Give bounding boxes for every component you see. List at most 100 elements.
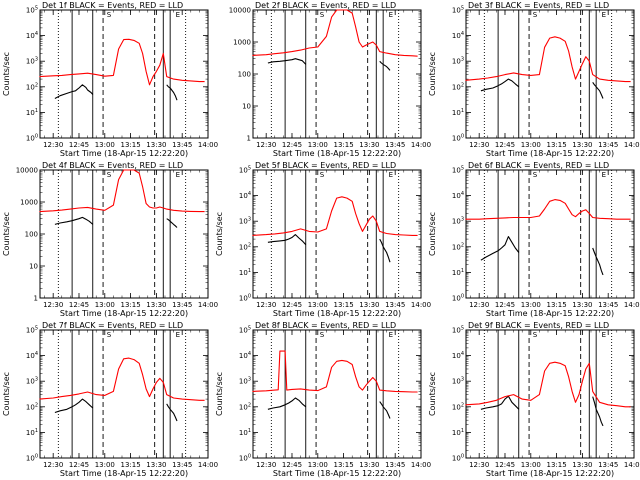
detector-chart: Det 5f BLACK = Events, RED = LLD Counts/s… xyxy=(215,161,431,318)
x-tick-label: 13:45 xyxy=(172,141,192,149)
x-tick-label: 12:30 xyxy=(256,141,276,149)
y-tick-label: 100 xyxy=(26,454,38,463)
x-tick-label: 13:15 xyxy=(547,141,567,149)
series-line xyxy=(465,199,631,220)
y-tick-label: 104 xyxy=(239,351,251,360)
series-line xyxy=(252,9,418,57)
y-tick-label: 101 xyxy=(452,108,464,117)
y-axis-label: Counts/sec xyxy=(428,212,437,256)
x-tick-label: 13:00 xyxy=(308,461,328,469)
x-tick-label: 12:45 xyxy=(282,141,302,149)
interval-marker-glyph: S xyxy=(320,11,325,19)
x-tick-label: 14:00 xyxy=(624,141,640,149)
series-line xyxy=(166,218,178,228)
x-tick-label: 13:15 xyxy=(334,301,354,309)
y-tick-label: 10000 xyxy=(16,167,38,175)
x-tick-label: 12:30 xyxy=(256,461,276,469)
series-line xyxy=(592,247,604,276)
x-axis-label: Start Time (18-Apr-15 12:22:20) xyxy=(486,469,614,478)
x-tick-label: 13:30 xyxy=(146,301,166,309)
plot-frame xyxy=(252,329,422,459)
interval-marker-glyph: S xyxy=(107,171,112,179)
detector-chart: Det 1f BLACK = Events, RED = LLD Counts/s… xyxy=(2,1,218,158)
y-tick-label: 105 xyxy=(452,326,464,335)
series-line xyxy=(166,84,178,101)
series-line xyxy=(252,350,418,393)
x-tick-label: 13:30 xyxy=(359,301,379,309)
detector-chart: Det 4f BLACK = Events, RED = LLD Counts/s… xyxy=(2,161,218,318)
series-line xyxy=(166,403,178,422)
x-tick-label: 12:30 xyxy=(469,301,489,309)
y-axis-label: Counts/sec xyxy=(2,52,11,96)
panel-title: Det 6f BLACK = Events, RED = LLD xyxy=(468,161,609,170)
detector-panel: Det 1f BLACK = Events, RED = LLD Counts/s… xyxy=(0,0,218,160)
x-tick-label: 12:30 xyxy=(469,141,489,149)
detector-chart: Det 6f BLACK = Events, RED = LLD Counts/s… xyxy=(428,161,640,318)
x-tick-label: 13:45 xyxy=(598,141,618,149)
plot-frame xyxy=(252,169,422,299)
x-tick-label: 13:30 xyxy=(146,141,166,149)
y-tick-label: 100 xyxy=(26,134,38,143)
x-axis-label: Start Time (18-Apr-15 12:22:20) xyxy=(273,469,401,478)
x-tick-label: 13:00 xyxy=(521,461,541,469)
interval-marker-glyph: S xyxy=(533,331,538,339)
y-axis-label: Counts/sec xyxy=(2,372,11,416)
x-tick-label: 12:30 xyxy=(43,301,63,309)
x-tick-label: 13:45 xyxy=(172,461,192,469)
x-tick-label: 14:00 xyxy=(411,301,431,309)
detector-chart: Det 8f BLACK = Events, RED = LLD Counts/s… xyxy=(215,321,431,478)
y-tick-label: 103 xyxy=(239,377,251,386)
x-tick-label: 12:45 xyxy=(69,141,89,149)
y-tick-label: 104 xyxy=(26,351,38,360)
y-axis-label: Counts/sec xyxy=(215,212,224,256)
x-tick-label: 14:00 xyxy=(411,461,431,469)
series-line xyxy=(379,401,391,419)
y-tick-label: 100 xyxy=(452,134,464,143)
x-tick-label: 12:30 xyxy=(256,301,276,309)
y-tick-label: 1 xyxy=(247,135,251,143)
series-line xyxy=(267,397,307,410)
x-tick-label: 13:00 xyxy=(308,301,328,309)
panel-title: Det 5f BLACK = Events, RED = LLD xyxy=(255,161,396,170)
x-tick-label: 12:30 xyxy=(43,141,63,149)
detector-panel: Det 7f BLACK = Events, RED = LLD Counts/s… xyxy=(0,320,218,480)
series-line xyxy=(267,234,307,246)
panel-title: Det 3f BLACK = Events, RED = LLD xyxy=(468,1,609,10)
x-tick-label: 12:45 xyxy=(69,301,89,309)
y-tick-label: 102 xyxy=(26,82,38,91)
x-tick-label: 13:45 xyxy=(385,301,405,309)
y-tick-label: 104 xyxy=(239,191,251,200)
interval-marker-glyph: E xyxy=(389,171,393,179)
x-tick-label: 14:00 xyxy=(198,301,218,309)
y-tick-label: 102 xyxy=(452,402,464,411)
panel-title: Det 4f BLACK = Events, RED = LLD xyxy=(42,161,183,170)
series-line xyxy=(592,396,604,427)
y-tick-label: 100 xyxy=(239,454,251,463)
y-tick-label: 103 xyxy=(452,217,464,226)
x-tick-label: 13:30 xyxy=(572,301,592,309)
detector-panel: Det 8f BLACK = Events, RED = LLD Counts/s… xyxy=(213,320,431,480)
detector-panel: Det 3f BLACK = Events, RED = LLD Counts/s… xyxy=(426,0,640,160)
y-tick-label: 101 xyxy=(239,428,251,437)
x-tick-label: 13:30 xyxy=(572,461,592,469)
x-tick-label: 13:15 xyxy=(121,461,141,469)
x-tick-label: 14:00 xyxy=(624,301,640,309)
series-line xyxy=(480,236,520,261)
x-axis-label: Start Time (18-Apr-15 12:22:20) xyxy=(60,469,188,478)
interval-marker-glyph: E xyxy=(602,331,606,339)
y-tick-label: 103 xyxy=(452,57,464,66)
y-axis-label: Counts/sec xyxy=(428,52,437,96)
x-tick-label: 13:15 xyxy=(334,141,354,149)
series-line xyxy=(465,36,631,83)
panel-title: Det 1f BLACK = Events, RED = LLD xyxy=(42,1,183,10)
plot-frame xyxy=(252,9,422,139)
y-tick-label: 102 xyxy=(239,402,251,411)
y-tick-label: 104 xyxy=(452,351,464,360)
detector-chart: Det 3f BLACK = Events, RED = LLD Counts/s… xyxy=(428,1,640,158)
x-tick-label: 12:45 xyxy=(495,301,515,309)
y-tick-label: 102 xyxy=(26,402,38,411)
x-tick-label: 13:00 xyxy=(521,141,541,149)
plot-frame xyxy=(465,329,635,459)
detector-chart: Det 2f BLACK = Events, RED = LLD Start Ti… xyxy=(229,1,431,158)
interval-marker-glyph: E xyxy=(176,11,180,19)
